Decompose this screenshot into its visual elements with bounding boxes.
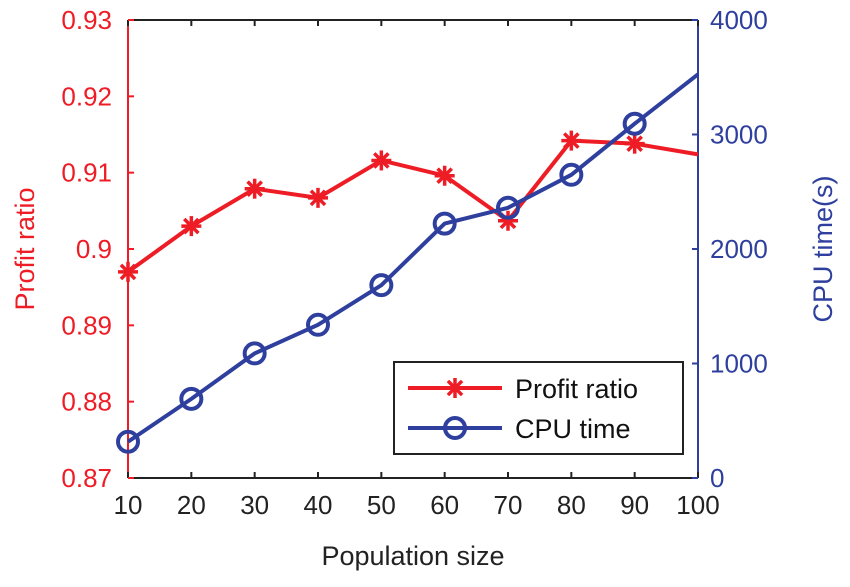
left-y-tick-label: 0.92: [61, 81, 112, 111]
asterisk-stroke: [183, 217, 200, 235]
cpu-time-point: [116, 429, 140, 454]
x-tick-label: 70: [494, 490, 523, 520]
left-y-tick-label: 0.88: [61, 387, 112, 417]
x-tick-label: 40: [304, 490, 333, 520]
legend: Profit ratio CPU time: [393, 361, 684, 455]
asterisk-stroke: [309, 189, 327, 207]
x-tick-label: 90: [620, 490, 649, 520]
profit-ratio-point: [118, 261, 138, 282]
x-tick-label: 60: [430, 490, 459, 520]
left-y-tick-label: 0.91: [61, 158, 112, 188]
series-line-cpu-time: [126, 72, 700, 444]
profit-ratio-point: [244, 178, 265, 199]
profit-ratio-point: [561, 130, 582, 151]
x-tick-label: 10: [114, 490, 143, 520]
profit-ratio-point: [624, 133, 645, 154]
x-tick-label: 20: [177, 490, 206, 520]
cpu-time-point: [496, 195, 520, 220]
x-tick-label: 80: [557, 490, 586, 520]
left-y-tick-label: 0.89: [61, 310, 112, 340]
profit-ratio-point: [371, 150, 392, 171]
legend-label-profit-ratio: Profit ratio: [515, 374, 638, 404]
profit-ratio-point: [308, 187, 328, 208]
legend-marker-cpu-time: [443, 416, 467, 440]
asterisk-stroke: [626, 135, 643, 152]
x-tick-label: 100: [676, 490, 719, 520]
x-tick-label: 50: [367, 490, 396, 520]
x-tick-label: 30: [240, 490, 269, 520]
left-y-tick-label: 0.87: [61, 463, 112, 493]
legend-box: [393, 361, 684, 455]
right-y-axis-label: CPU time(s): [808, 176, 838, 323]
asterisk-stroke: [373, 152, 390, 169]
left-y-tick-label: 0.9: [76, 234, 112, 264]
cpu-time-point: [559, 162, 584, 187]
profit-ratio-point: [434, 165, 455, 186]
asterisk-stroke: [563, 132, 580, 149]
asterisk-stroke: [446, 379, 464, 397]
left-y-axis-label: Profit ratio: [10, 187, 40, 310]
right-y-tick-label: 2000: [710, 234, 768, 264]
asterisk-stroke: [246, 180, 263, 198]
cpu-time-point: [179, 386, 204, 411]
right-y-tick-label: 1000: [710, 349, 768, 379]
legend-marker-profit-ratio: [445, 378, 465, 398]
cpu-time-point: [369, 273, 394, 298]
right-y-tick-label: 4000: [710, 5, 768, 35]
series-line-profit-ratio: [126, 138, 699, 274]
cpu-time-point: [242, 341, 267, 366]
x-axis-label: Population size: [321, 541, 504, 571]
left-y-tick-label: 0.93: [61, 5, 112, 35]
cpu-time-point: [622, 111, 647, 136]
profit-ratio-point: [181, 216, 202, 237]
cpu-time-point: [432, 211, 457, 236]
asterisk-stroke: [436, 167, 453, 185]
cpu-time-point: [306, 312, 330, 337]
legend-label-cpu-time: CPU time: [515, 414, 631, 444]
right-y-tick-label: 0: [710, 463, 724, 493]
asterisk-stroke: [119, 263, 137, 281]
right-y-tick-label: 3000: [710, 120, 768, 150]
asterisk-icon: [445, 378, 465, 398]
